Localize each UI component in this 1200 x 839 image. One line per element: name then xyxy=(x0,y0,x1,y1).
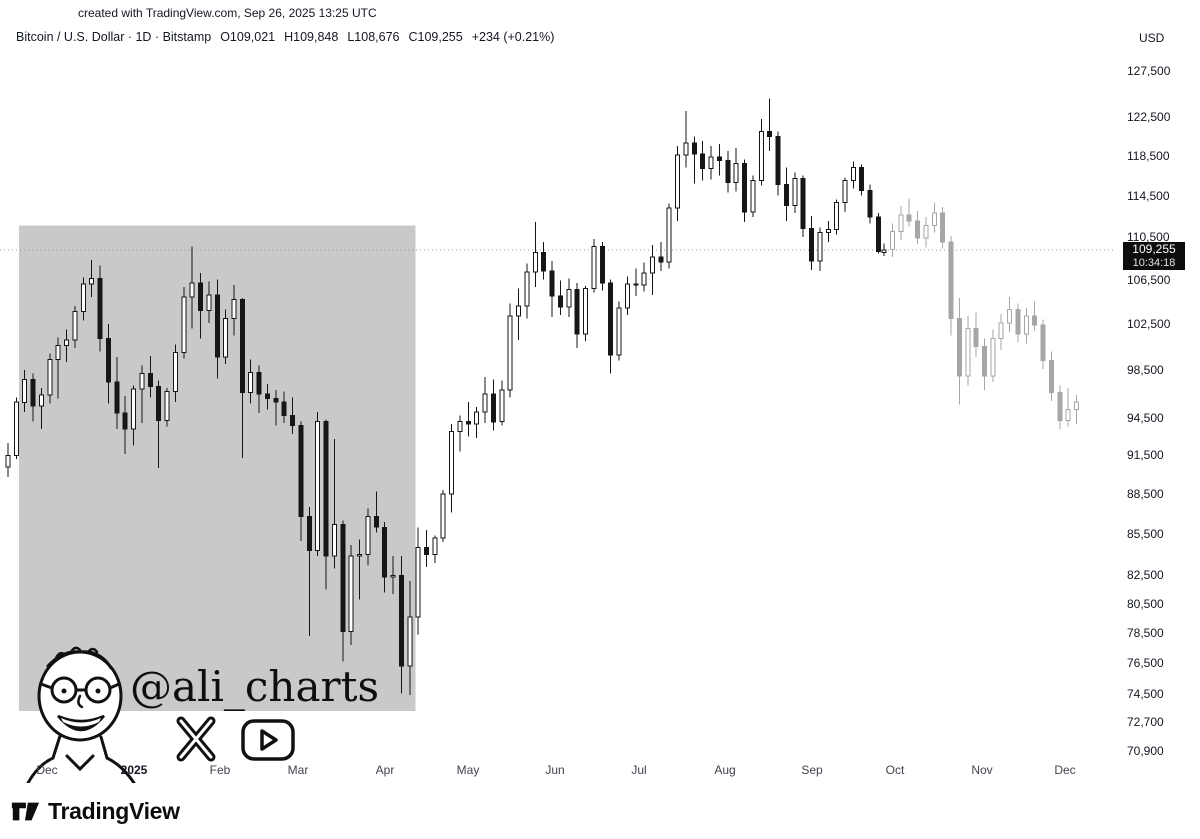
ohlc-close: C109,255 xyxy=(408,30,463,44)
symbol-title[interactable]: Bitcoin / U.S. Dollar · 1D · Bitstamp xyxy=(16,30,212,44)
current-price-badge: 109,255 10:34:18 xyxy=(1123,242,1185,270)
x-twitter-icon xyxy=(176,716,216,762)
candle-series xyxy=(5,98,1080,696)
ohlc-change: +234 (+0.21%) xyxy=(471,30,555,44)
play-video-icon xyxy=(241,719,295,761)
tradingview-wordmark[interactable]: TradingView xyxy=(48,797,180,824)
footer-bar: TradingView xyxy=(0,783,1200,839)
bar-countdown: 10:34:18 xyxy=(1132,257,1176,269)
created-with-line: created with TradingView.com, Sep 26, 20… xyxy=(78,6,377,20)
ali-face-doodle-icon xyxy=(26,646,136,783)
ohlc-open: O109,021 xyxy=(220,30,276,44)
currency-label: USD xyxy=(1139,31,1165,45)
current-price-value: 109,255 xyxy=(1132,242,1176,256)
watermark-handle: @ali_charts xyxy=(130,662,380,711)
tradingview-logo-icon[interactable] xyxy=(10,796,40,826)
ohlc-low: L108,676 xyxy=(347,30,400,44)
ohlc-high: H109,848 xyxy=(284,30,339,44)
symbol-legend: Bitcoin / U.S. Dollar · 1D · Bitstamp O1… xyxy=(16,30,554,44)
